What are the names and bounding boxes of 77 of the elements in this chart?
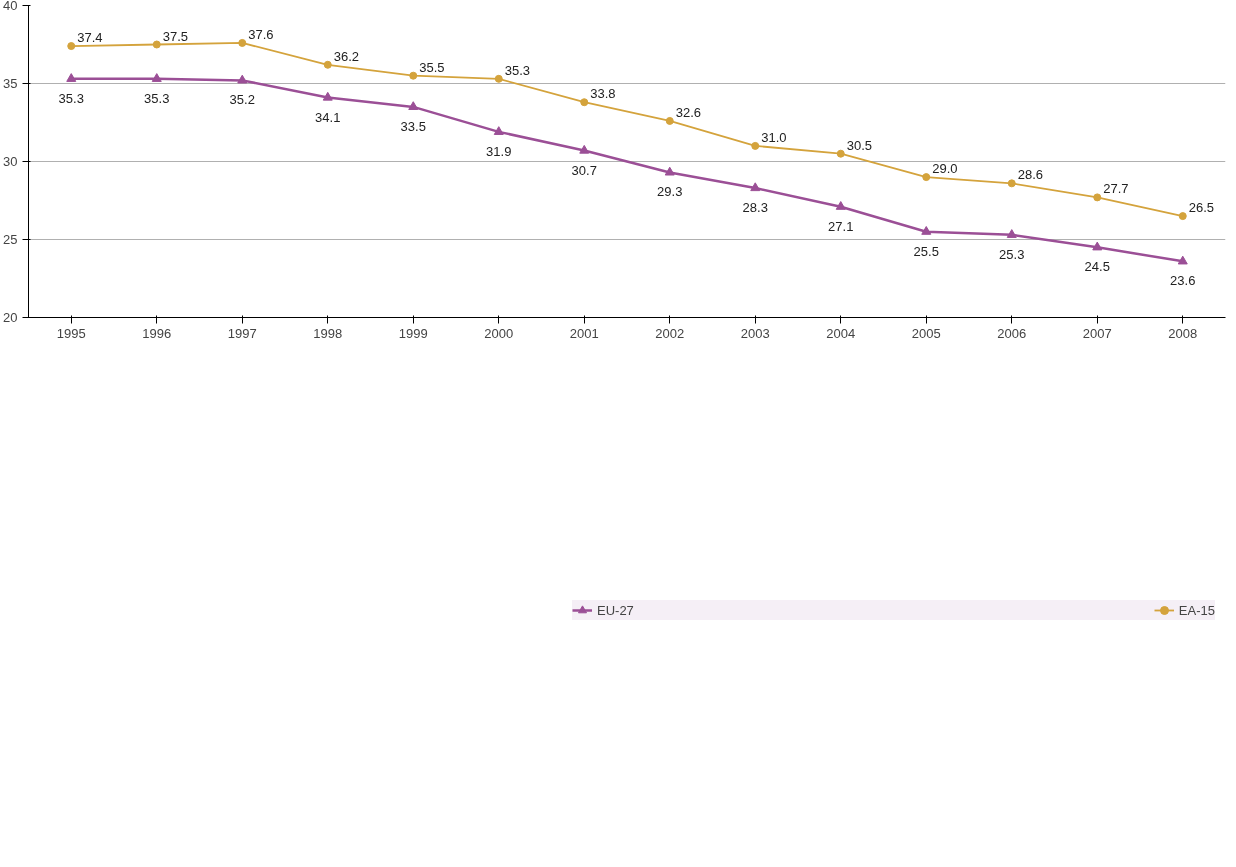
point: [494, 74, 503, 83]
point: [238, 38, 247, 47]
point: [751, 141, 760, 150]
point: [67, 42, 76, 51]
point: [750, 182, 761, 192]
x-tick-label: 1999: [398, 325, 428, 341]
data-label: 32.6: [675, 104, 702, 120]
data-label: 34.1: [315, 109, 341, 125]
data-label: 29.3: [657, 184, 683, 200]
point: [237, 74, 248, 84]
y-tick-label: 25: [3, 232, 18, 247]
data-label: 23.6: [1170, 273, 1196, 289]
data-label: 25.5: [913, 243, 939, 259]
point: [409, 71, 418, 80]
legend-label: EU-27: [597, 602, 634, 618]
y-tick-label: 20: [3, 310, 18, 325]
point: [836, 149, 845, 158]
data-label: 29.0: [932, 161, 958, 177]
data-label: 28.6: [1017, 167, 1044, 183]
x-tick-label: 1996: [142, 325, 172, 341]
x-tick-label: 2003: [740, 325, 770, 341]
x-tick-label: 2000: [484, 325, 514, 341]
data-label: 31.0: [761, 129, 787, 145]
data-label: 26.5: [1188, 200, 1215, 216]
data-label: 36.2: [333, 48, 360, 64]
data-label: 33.8: [590, 86, 616, 102]
data-label: 30.5: [846, 137, 873, 153]
data-label: 28.3: [742, 200, 768, 216]
x-tick-label: 2008: [1168, 325, 1198, 341]
x-tick-label: 2005: [911, 325, 941, 341]
point: [322, 91, 333, 101]
point: [151, 73, 162, 82]
x-tick-label: 2001: [569, 325, 599, 341]
x-tick-label: 2007: [1082, 325, 1112, 341]
point: [1177, 255, 1188, 265]
point: [1006, 229, 1017, 238]
point: [664, 166, 675, 176]
point: [835, 201, 846, 210]
point: [580, 98, 589, 107]
point: [152, 40, 161, 49]
x-tick-label: 1997: [227, 325, 257, 341]
point: [323, 60, 332, 69]
data-label: 37.6: [248, 26, 274, 42]
point: [1007, 179, 1016, 188]
point: [579, 144, 590, 154]
point: [493, 126, 504, 135]
x-tick-label: 1995: [56, 325, 86, 341]
point: [1178, 212, 1187, 221]
x-tick-label: 1998: [313, 325, 343, 341]
y-tick-label: 35: [3, 76, 18, 91]
data-label: 25.3: [999, 246, 1025, 262]
x-tick-label: 2006: [997, 325, 1027, 341]
point: [921, 226, 932, 235]
x-tick-label: 2002: [655, 325, 685, 341]
legend-label: EA-15: [1178, 602, 1215, 618]
data-label: 37.4: [77, 30, 103, 46]
data-label: 37.5: [162, 28, 189, 44]
point: [66, 73, 77, 82]
point: [1092, 241, 1103, 251]
point: [408, 101, 419, 110]
y-tick-label: 30: [3, 154, 18, 169]
data-label: 27.7: [1103, 181, 1129, 197]
data-label: 35.2: [229, 92, 255, 108]
point: [665, 116, 674, 125]
data-label: 33.5: [400, 118, 426, 134]
data-label: 31.9: [486, 143, 512, 159]
x-tick-label: 2004: [826, 325, 856, 341]
data-label: 27.1: [828, 218, 854, 234]
point: [1093, 193, 1102, 202]
point: [922, 173, 931, 182]
data-label: 35.5: [419, 59, 445, 75]
y-tick-label: 40: [3, 0, 18, 13]
data-label: 35.3: [504, 62, 531, 78]
data-label: 35.3: [144, 90, 170, 106]
data-label: 24.5: [1084, 259, 1110, 275]
data-label: 35.3: [58, 90, 84, 106]
data-label: 30.7: [571, 162, 597, 178]
